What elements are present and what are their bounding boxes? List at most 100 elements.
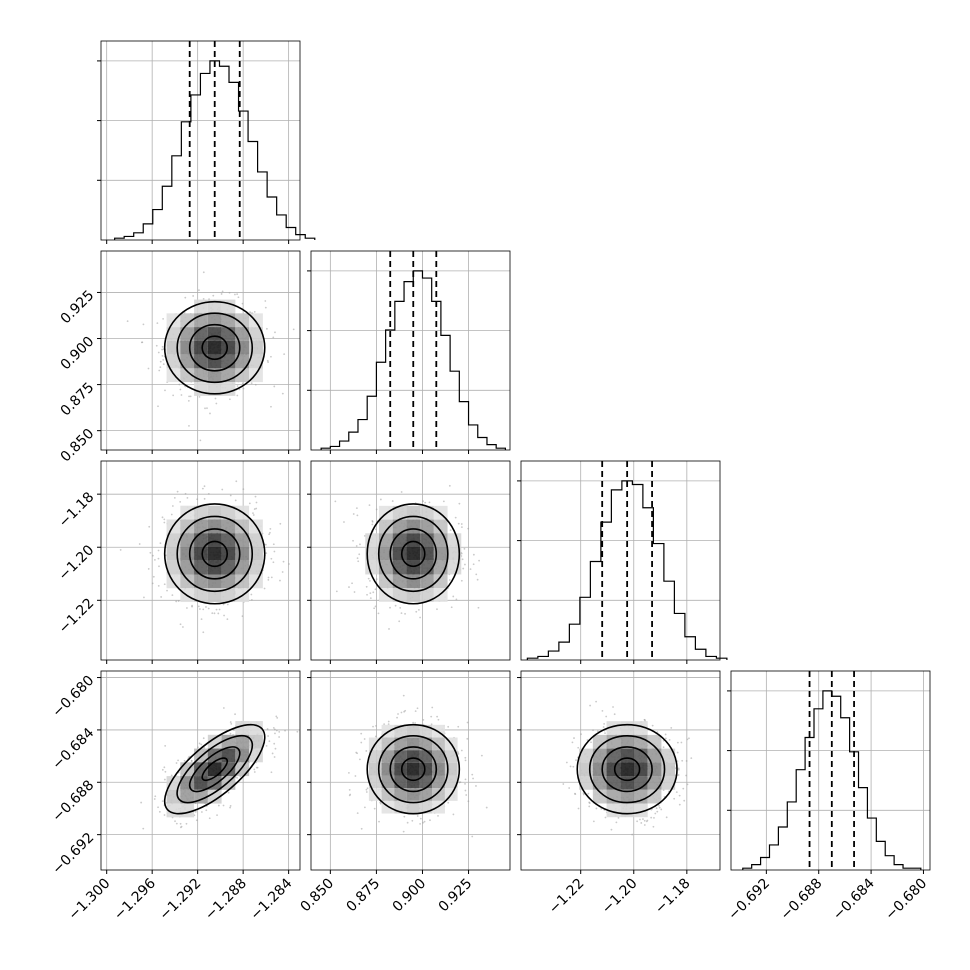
scatter-point [148,525,151,528]
scatter-point [686,738,689,741]
scatter-point [475,785,477,787]
scatter-point [365,585,368,588]
scatter-point [281,392,284,395]
density-cell [419,788,433,801]
scatter-point [255,507,258,510]
density-cell [592,776,607,790]
scatter-point [278,736,281,738]
scatter-point [138,543,141,545]
scatter-point [352,513,355,515]
density-cell [207,734,222,749]
scatter-point [282,560,285,563]
density-cell [381,750,395,763]
scatter-point [252,514,255,516]
density-cell [378,574,393,589]
density-cell [180,313,195,328]
scatter-point [658,806,661,809]
scatter-point [403,815,406,818]
density-cell [221,574,236,589]
scatter-point [400,491,403,493]
density-cell [221,546,236,561]
density-cell [235,313,250,328]
scatter-point [220,293,223,295]
scatter-point [200,618,203,621]
scatter-point [457,752,460,755]
scatter-point [466,721,469,724]
scatter-point [163,518,166,521]
scatter-point [569,765,572,768]
contour-line [201,540,229,568]
scatter-point [267,735,269,737]
panel-frame [100,670,301,871]
density-cell [207,519,222,534]
x-tick-label: −1.300 [66,876,114,924]
scatter-point [196,498,199,501]
contour-line [201,335,229,361]
contour-line [601,746,653,793]
scatter-point [677,768,680,771]
scatter-point [158,565,160,568]
density-cell [235,327,250,341]
scatter-point [604,816,607,819]
scatter-point [229,721,232,723]
scatter-point [480,754,483,757]
scatter-point [377,612,380,615]
density-cell [394,788,407,801]
scatter-point [471,773,474,776]
scatter-point [676,741,679,744]
scatter-point [252,512,254,515]
density-cell [221,340,236,355]
scatter-point [371,520,374,522]
scatter-point [415,610,418,613]
density-3-2: −1.22 −1.20 −1.18 [517,670,721,917]
scatter-point [279,579,281,582]
scatter-point [347,771,350,774]
scatter-point [592,820,595,823]
scatter-point [670,727,673,729]
contour-line [576,723,678,815]
x-tick-label: −1.296 [111,875,159,923]
histogram-3: −0.692 −0.688 −0.684 −0.680 [725,670,931,923]
scatter-point [198,742,201,745]
density-cell [378,547,393,561]
scatter-point [463,547,466,550]
y-tick-label: 0.875 [58,380,98,420]
density-cell [180,546,195,561]
density-cell [381,762,395,776]
scatter-point [164,389,166,392]
scatter-point [213,612,216,615]
scatter-point [164,770,167,773]
scatter-point [269,531,271,534]
density-cell [633,762,648,777]
y-tick-label: −1.22 [56,595,98,637]
density-cell [661,776,676,790]
density-cell [620,762,634,777]
scatter-point [363,738,366,740]
scatter-point [436,715,439,718]
scatter-point [198,289,200,292]
density-cell [419,737,433,751]
density-cell [620,748,634,763]
scatter-point [149,551,152,554]
scatter-point [273,728,276,731]
scatter-point [466,737,469,740]
density-cell [166,533,181,547]
scatter-point [151,554,154,557]
scatter-point [255,501,258,504]
scatter-point [197,746,199,749]
scatter-point [668,738,671,741]
scatter-point [202,271,205,274]
density-cell [620,734,634,749]
density-cell [207,382,222,396]
scatter-point [175,762,178,764]
scatter-point [414,722,417,724]
scatter-point [374,588,377,591]
scatter-point [656,810,659,813]
scatter-point [604,732,606,734]
y-tick-label: 0.850 [58,426,98,466]
density-cell [194,574,208,589]
scatter-point [675,791,678,794]
density-3-1: 0.850 0.875 0.900 0.925 [298,670,511,915]
scatter-point [163,521,166,524]
panel-frame [310,250,511,451]
